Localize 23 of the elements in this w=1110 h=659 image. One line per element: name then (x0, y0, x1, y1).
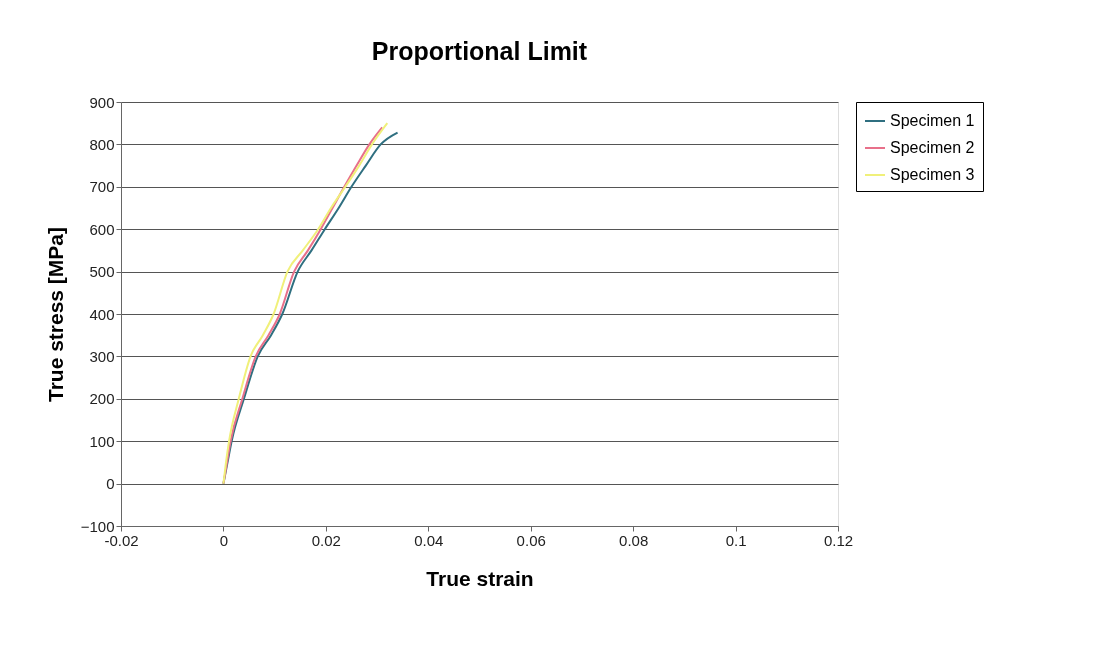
y-tick-label: 900 (89, 93, 115, 111)
x-tick-label: 0.12 (823, 531, 854, 549)
x-tick-label: 0.04 (414, 531, 444, 549)
y-tick-label: 600 (89, 220, 115, 238)
x-tick-label: 0.02 (311, 531, 341, 549)
legend-label: Specimen 3 (890, 166, 975, 183)
y-tick-label: 100 (89, 432, 115, 450)
y-tick-label: 200 (89, 390, 115, 408)
x-axis-title: True strain (426, 566, 534, 590)
y-tick-label: 800 (89, 135, 115, 153)
y-axis-title: True stress [MPa] (43, 226, 67, 403)
chart-title: Proportional Limit (371, 37, 588, 65)
legend-label: Specimen 1 (890, 112, 975, 129)
y-tick-label: 0 (106, 475, 115, 493)
y-tick-label: 400 (89, 305, 115, 323)
x-tick-label: 0.08 (619, 531, 649, 549)
y-tick-label: 500 (89, 263, 115, 281)
x-tick-label: 0 (219, 531, 229, 549)
legend-label: Specimen 2 (890, 139, 975, 156)
x-tick-label: 0.1 (725, 531, 747, 549)
y-tick-label: 700 (89, 178, 115, 196)
y-tick-label: 300 (89, 347, 115, 365)
x-tick-label: 0.06 (516, 531, 546, 549)
